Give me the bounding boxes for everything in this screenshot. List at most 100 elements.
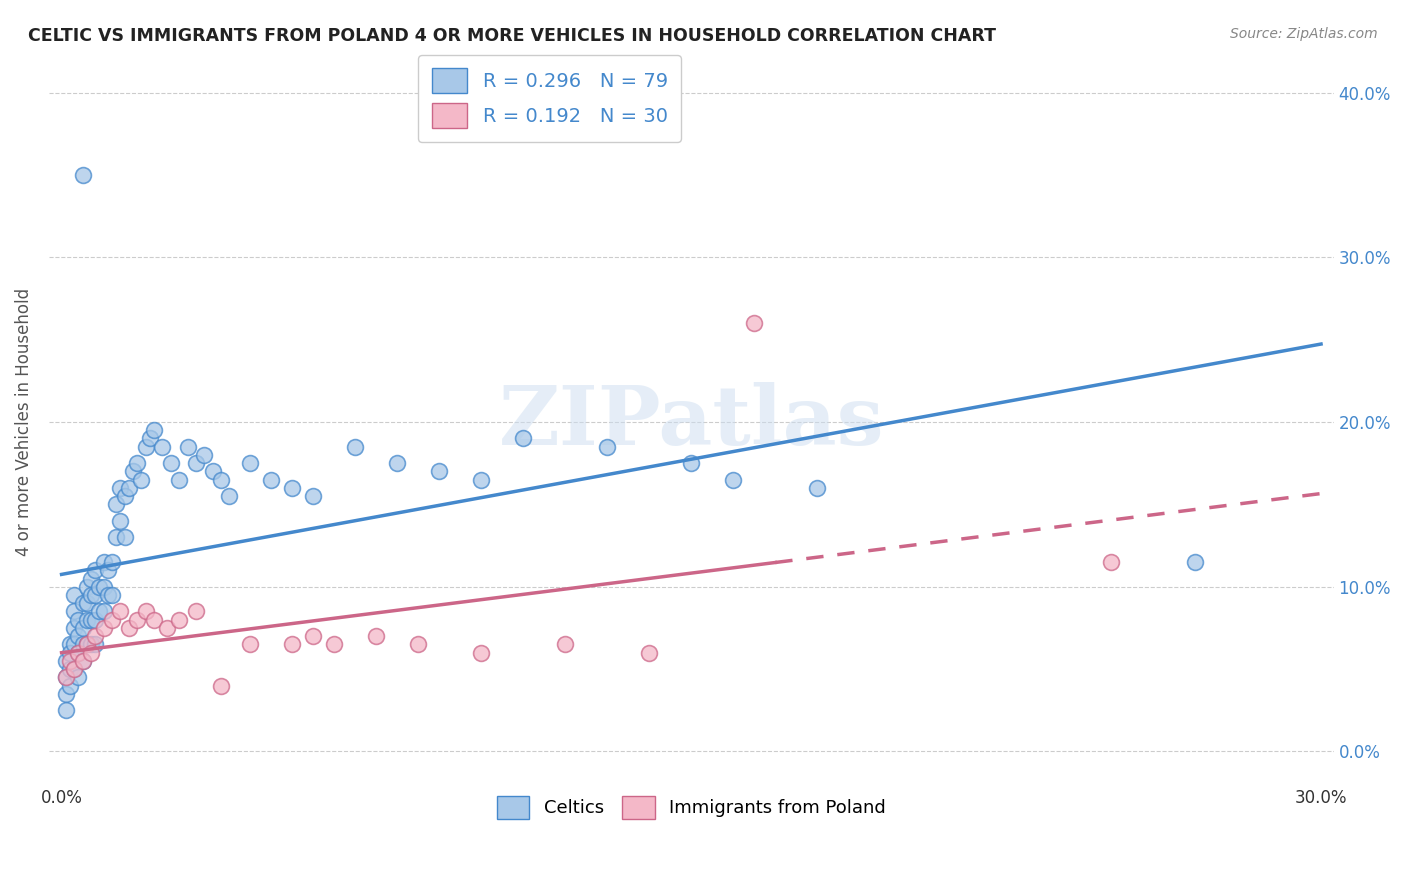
Point bbox=[681, 456, 703, 470]
Point bbox=[59, 662, 82, 676]
Point bbox=[63, 662, 86, 676]
Point bbox=[723, 473, 745, 487]
Point bbox=[218, 489, 240, 503]
Point bbox=[89, 580, 111, 594]
Point bbox=[408, 637, 430, 651]
Point bbox=[59, 679, 82, 693]
Point bbox=[80, 646, 103, 660]
Point bbox=[114, 489, 136, 503]
Point bbox=[97, 588, 120, 602]
Point bbox=[131, 473, 153, 487]
Point bbox=[67, 613, 90, 627]
Point bbox=[135, 440, 157, 454]
Point bbox=[55, 654, 77, 668]
Point bbox=[150, 440, 173, 454]
Point bbox=[127, 456, 149, 470]
Point bbox=[80, 572, 103, 586]
Point bbox=[63, 662, 86, 676]
Point bbox=[344, 440, 367, 454]
Point bbox=[105, 530, 128, 544]
Point bbox=[76, 580, 98, 594]
Point bbox=[93, 580, 115, 594]
Point bbox=[281, 637, 304, 651]
Point bbox=[142, 613, 165, 627]
Point bbox=[512, 432, 534, 446]
Legend: Celtics, Immigrants from Poland: Celtics, Immigrants from Poland bbox=[489, 789, 893, 826]
Point bbox=[67, 670, 90, 684]
Point bbox=[167, 613, 190, 627]
Point bbox=[55, 703, 77, 717]
Point bbox=[93, 555, 115, 569]
Point bbox=[110, 514, 132, 528]
Point bbox=[67, 646, 90, 660]
Point bbox=[239, 456, 262, 470]
Point bbox=[105, 497, 128, 511]
Point bbox=[97, 563, 120, 577]
Point bbox=[63, 637, 86, 651]
Point bbox=[101, 588, 124, 602]
Point bbox=[470, 473, 492, 487]
Point bbox=[63, 604, 86, 618]
Point bbox=[63, 621, 86, 635]
Point bbox=[167, 473, 190, 487]
Point bbox=[63, 588, 86, 602]
Point bbox=[638, 646, 661, 660]
Point bbox=[72, 168, 94, 182]
Point bbox=[55, 687, 77, 701]
Point bbox=[76, 613, 98, 627]
Point bbox=[193, 448, 215, 462]
Point bbox=[138, 432, 160, 446]
Point bbox=[387, 456, 409, 470]
Point bbox=[302, 489, 325, 503]
Point bbox=[184, 456, 207, 470]
Point bbox=[93, 621, 115, 635]
Point bbox=[114, 530, 136, 544]
Point bbox=[155, 621, 177, 635]
Point bbox=[101, 613, 124, 627]
Point bbox=[72, 637, 94, 651]
Text: ZIPatlas: ZIPatlas bbox=[499, 382, 884, 462]
Point bbox=[59, 637, 82, 651]
Point bbox=[59, 646, 82, 660]
Point bbox=[67, 629, 90, 643]
Point bbox=[67, 646, 90, 660]
Point bbox=[76, 637, 98, 651]
Point bbox=[80, 637, 103, 651]
Point bbox=[366, 629, 388, 643]
Point bbox=[55, 670, 77, 684]
Point bbox=[93, 604, 115, 618]
Point bbox=[59, 654, 82, 668]
Point bbox=[260, 473, 283, 487]
Point bbox=[118, 621, 141, 635]
Point bbox=[806, 481, 828, 495]
Point bbox=[554, 637, 576, 651]
Point bbox=[209, 473, 232, 487]
Point bbox=[122, 465, 145, 479]
Point bbox=[323, 637, 346, 651]
Y-axis label: 4 or more Vehicles in Household: 4 or more Vehicles in Household bbox=[15, 288, 32, 556]
Point bbox=[110, 481, 132, 495]
Point bbox=[742, 316, 765, 330]
Point bbox=[76, 596, 98, 610]
Point bbox=[72, 621, 94, 635]
Point bbox=[84, 637, 107, 651]
Point bbox=[470, 646, 492, 660]
Point bbox=[72, 596, 94, 610]
Point bbox=[84, 588, 107, 602]
Point bbox=[239, 637, 262, 651]
Point bbox=[89, 604, 111, 618]
Point bbox=[80, 588, 103, 602]
Point bbox=[176, 440, 198, 454]
Point bbox=[72, 654, 94, 668]
Point bbox=[72, 654, 94, 668]
Point bbox=[110, 604, 132, 618]
Point bbox=[80, 613, 103, 627]
Point bbox=[281, 481, 304, 495]
Point bbox=[302, 629, 325, 643]
Point bbox=[429, 465, 451, 479]
Point bbox=[596, 440, 619, 454]
Point bbox=[84, 629, 107, 643]
Point bbox=[84, 563, 107, 577]
Point bbox=[101, 555, 124, 569]
Point bbox=[1184, 555, 1206, 569]
